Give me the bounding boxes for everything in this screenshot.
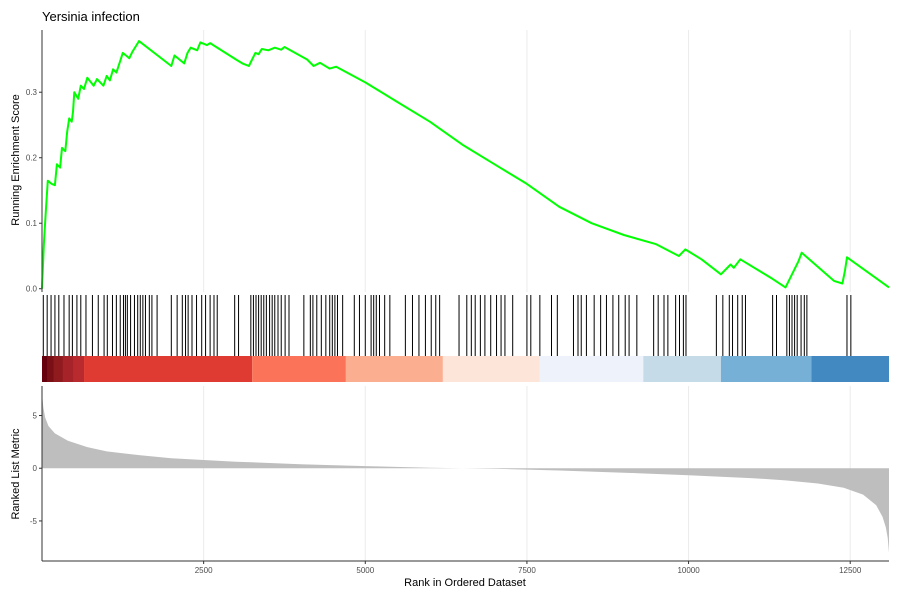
rank-band-shade-4 — [73, 356, 85, 382]
rank-band-4 — [442, 356, 540, 382]
running-score-tick-label-0: 0.0 — [26, 285, 38, 294]
rank-band-shade-3 — [62, 356, 74, 382]
rank-band-7 — [720, 356, 812, 382]
running-score-line — [41, 40, 890, 289]
rank-band-2 — [252, 356, 346, 382]
running-score-tick-label-3: 0.3 — [26, 88, 38, 97]
rank-color-bar — [42, 356, 889, 382]
x-tick-label-4: 12500 — [839, 566, 862, 575]
rank-band-shade-1 — [47, 356, 54, 382]
ranked-metric-ylabel: Ranked List Metric — [10, 428, 22, 520]
running-score-panel: Running Enrichment Score 0.0 0.1 0.2 0.3 — [10, 30, 890, 294]
rank-band-shade-2 — [53, 356, 63, 382]
ranked-metric-tick-label-1: 0 — [33, 464, 38, 473]
chart-title: Yersinia infection — [42, 9, 140, 24]
running-score-tick-label-1: 0.1 — [26, 219, 38, 228]
rank-band-6 — [643, 356, 721, 382]
ranked-metric-tick-label-0: -5 — [30, 517, 38, 526]
ranked-metric-panel: Ranked List Metric -5 0 5 — [10, 386, 889, 562]
rank-band-5 — [539, 356, 644, 382]
ranked-metric-tick-label-2: 5 — [33, 412, 38, 421]
x-axis-title: Rank in Ordered Dataset — [404, 577, 526, 589]
ranked-metric-area — [42, 393, 889, 553]
rank-band-1 — [84, 356, 253, 382]
x-tick-label-2: 7500 — [518, 566, 536, 575]
running-score-ylabel: Running Enrichment Score — [10, 94, 22, 225]
x-tick-label-1: 5000 — [356, 566, 374, 575]
rank-band-shade-0 — [42, 356, 48, 382]
running-score-tick-label-2: 0.2 — [26, 154, 38, 163]
vertical-gridlines — [203, 30, 851, 561]
gene-hit-ticks — [42, 295, 852, 356]
x-tick-label-3: 10000 — [677, 566, 700, 575]
x-axis-ticks: 2500 5000 7500 10000 12500 — [195, 561, 862, 575]
rank-band-3 — [345, 356, 443, 382]
x-tick-label-0: 2500 — [195, 566, 213, 575]
ranked-metric-y-ticks: -5 0 5 — [30, 412, 42, 526]
running-score-y-ticks: 0.0 0.1 0.2 0.3 — [26, 88, 42, 294]
rank-band-8 — [811, 356, 889, 382]
